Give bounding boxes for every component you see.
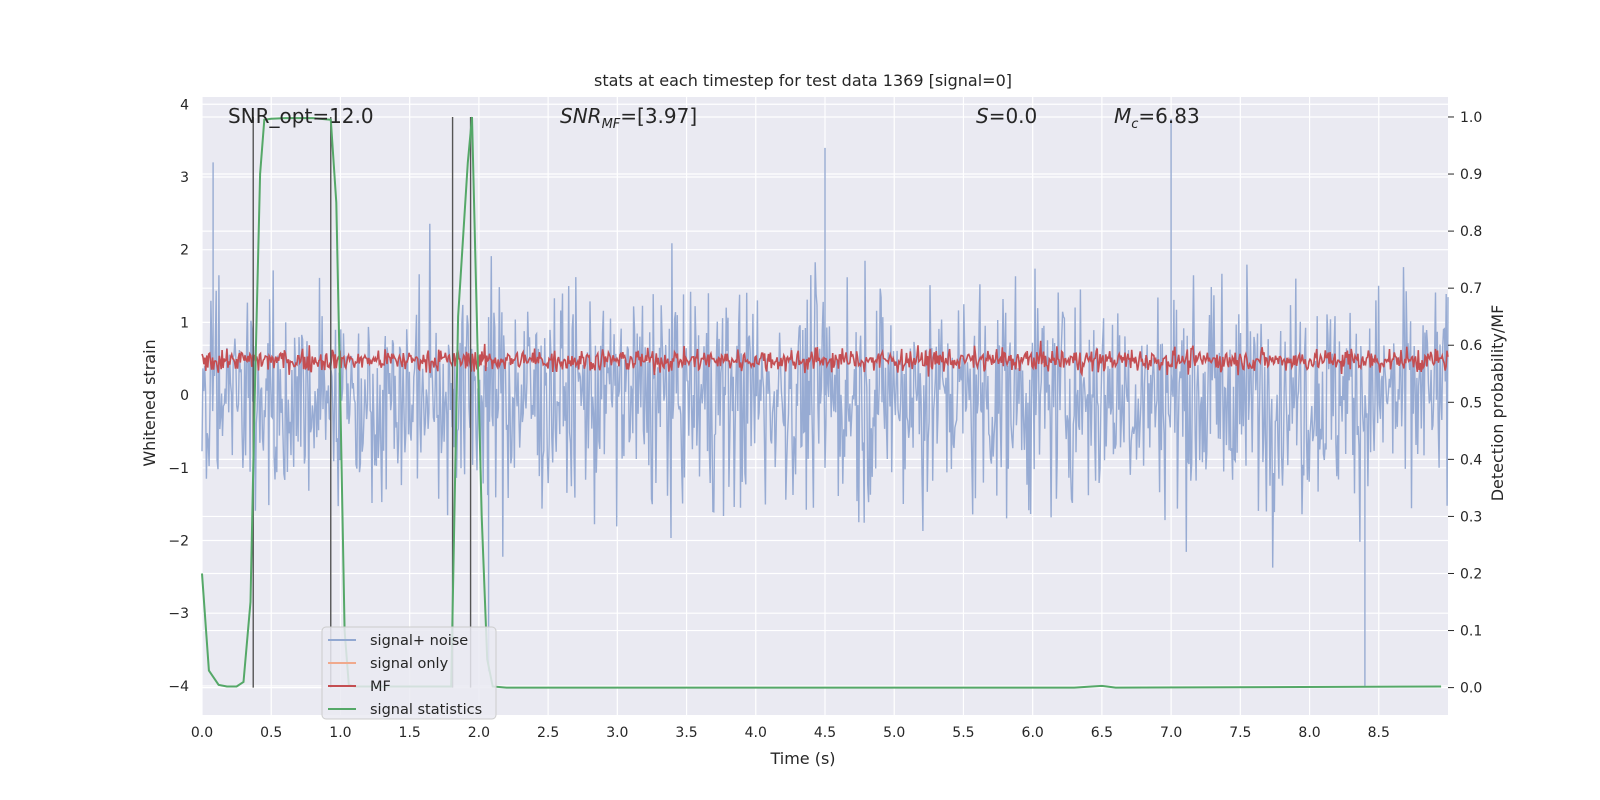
x-tick-label: 1.0 [329, 725, 351, 741]
line-mf [201, 340, 1449, 377]
annotation-mc: Mc=6.83 [1114, 104, 1200, 132]
y-tick-label-right: 0.8 [1460, 224, 1482, 240]
y-tick-label-right: 0.3 [1460, 509, 1482, 525]
annotation-mc-value: =6.83 [1138, 104, 1199, 128]
x-tick-label: 7.0 [1160, 725, 1182, 741]
y-axis-label-left: Whitened strain [140, 339, 159, 466]
annotation-s: S=0.0 [976, 104, 1037, 128]
x-tick-label: 6.0 [1022, 725, 1044, 741]
tick-labels: 0.0 0.5 1.0 1.5 2.0 2.5 3.0 3.5 4.0 4.5 5.0 5.5 6.0 6… [168, 97, 1482, 741]
x-tick-label: 4.0 [745, 725, 767, 741]
x-tick-label: 0.5 [260, 725, 282, 741]
x-tick-label: 2.5 [537, 725, 559, 741]
x-tick-label: 1.5 [399, 725, 421, 741]
x-tick-label: 5.5 [952, 725, 974, 741]
y-tick-label-right: 0.4 [1460, 452, 1482, 468]
x-tick-label: 8.5 [1368, 725, 1390, 741]
y-tick-label-right: 0.1 [1460, 624, 1482, 640]
x-tick-label: 3.0 [606, 725, 628, 741]
annotation-s-value: =0.0 [989, 104, 1038, 128]
x-tick-label: 7.5 [1229, 725, 1251, 741]
x-axis-label: Time (s) [769, 749, 835, 768]
y-tick-label-left: 2 [180, 243, 189, 259]
legend: signal+ noise signal only MF signal stat… [321, 626, 497, 720]
annotation-snr-opt: SNR_opt=12.0 [228, 104, 374, 128]
annotation-snr-mf-value: =[3.97] [620, 104, 697, 128]
legend-label-signal-statistics: signal statistics [370, 702, 482, 718]
legend-label-signal-only: signal only [370, 656, 449, 672]
line-signal-noise [201, 118, 1449, 686]
x-tick-label: 2.0 [468, 725, 490, 741]
y-tick-label-left: 3 [180, 170, 189, 186]
y-tick-label-left: −1 [168, 461, 189, 477]
y-tick-label-right: 0.7 [1460, 281, 1482, 297]
y-tick-label-left: 0 [180, 388, 189, 404]
annotation-s-symbol: S [976, 104, 989, 128]
annotation-mc-subscript: c [1131, 117, 1138, 132]
y-tick-label-right: 0.2 [1460, 566, 1482, 582]
x-tick-label: 3.5 [675, 725, 697, 741]
annotation-snr-mf-symbol: SNR [560, 104, 602, 128]
y-tick-label-right: 0.5 [1460, 395, 1482, 411]
y-axis-label-right: Detection probability/MF [1488, 305, 1507, 502]
y-tick-label-right: 0.9 [1460, 167, 1482, 183]
y-tick-label-left: 4 [180, 97, 189, 113]
y-tick-label-left: −3 [168, 606, 189, 622]
x-tick-label: 5.0 [883, 725, 905, 741]
y-tick-label-right: 0.6 [1460, 338, 1482, 354]
chart-title: stats at each timestep for test data 136… [594, 71, 1012, 90]
legend-box [321, 626, 497, 720]
annotation-snr-mf-subscript: MF [602, 117, 621, 132]
x-tick-label: 4.5 [814, 725, 836, 741]
annotation-snr-mf: SNRMF=[3.97] [560, 104, 697, 132]
series-signal-noise [201, 118, 1449, 686]
legend-label-mf: MF [370, 679, 391, 695]
annotation-mc-symbol: M [1114, 104, 1131, 128]
y-tick-label-left: 1 [180, 315, 189, 331]
x-tick-label: 0.0 [191, 725, 213, 741]
x-tick-label: 8.0 [1298, 725, 1320, 741]
y-tick-label-left: −4 [168, 679, 189, 695]
x-tick-label: 6.5 [1091, 725, 1113, 741]
y-tick-label-right: 1.0 [1460, 110, 1482, 126]
y-tick-label-left: −2 [168, 534, 189, 550]
legend-label-signal-noise: signal+ noise [370, 633, 468, 649]
y-tick-label-right: 0.0 [1460, 681, 1482, 697]
series-mf [201, 340, 1449, 377]
